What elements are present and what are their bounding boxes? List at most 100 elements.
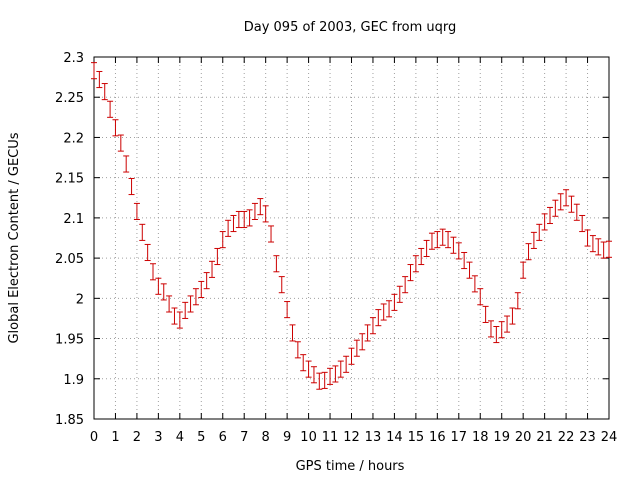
data-point bbox=[375, 309, 382, 327]
y-tick-label: 2.3 bbox=[63, 51, 84, 66]
data-point bbox=[123, 155, 130, 173]
data-point bbox=[536, 223, 543, 241]
data-points bbox=[91, 62, 612, 390]
y-tick-label: 1.85 bbox=[55, 413, 84, 428]
data-point bbox=[541, 213, 548, 231]
data-point bbox=[144, 243, 151, 262]
y-tick-label: 2.15 bbox=[55, 172, 84, 187]
data-point bbox=[552, 199, 559, 217]
data-point bbox=[166, 295, 173, 313]
y-tick-label: 1.95 bbox=[55, 333, 84, 348]
x-tick-label: 21 bbox=[536, 430, 553, 445]
data-point bbox=[514, 292, 521, 310]
data-point bbox=[337, 360, 344, 378]
data-point bbox=[321, 371, 328, 389]
x-tick-label: 10 bbox=[300, 430, 317, 445]
data-point bbox=[487, 320, 494, 338]
x-tick-label: 19 bbox=[493, 430, 510, 445]
x-tick-label: 24 bbox=[601, 430, 618, 445]
data-point bbox=[91, 62, 97, 80]
data-point bbox=[369, 317, 376, 335]
data-point bbox=[107, 100, 114, 118]
data-point bbox=[359, 333, 366, 351]
x-tick-label: 23 bbox=[579, 430, 596, 445]
data-point bbox=[310, 366, 317, 384]
data-point bbox=[117, 134, 124, 152]
data-point bbox=[461, 251, 468, 270]
x-tick-label: 6 bbox=[219, 430, 227, 445]
data-point bbox=[606, 240, 612, 258]
y-tick-label: 2.25 bbox=[55, 91, 84, 106]
data-point bbox=[305, 360, 312, 378]
data-point bbox=[155, 277, 162, 295]
data-point bbox=[364, 324, 371, 342]
data-point bbox=[198, 280, 205, 299]
data-point bbox=[407, 264, 414, 282]
data-point bbox=[455, 242, 462, 260]
data-point bbox=[316, 372, 323, 390]
data-point bbox=[391, 293, 398, 311]
data-point bbox=[589, 235, 596, 253]
data-point bbox=[509, 307, 516, 325]
x-tick-label: 12 bbox=[343, 430, 360, 445]
data-point bbox=[546, 206, 553, 225]
data-point bbox=[434, 231, 441, 249]
data-point bbox=[284, 301, 291, 319]
data-point bbox=[278, 276, 285, 294]
data-point bbox=[160, 283, 167, 301]
data-point bbox=[445, 231, 452, 249]
data-point bbox=[563, 189, 570, 207]
data-point bbox=[423, 239, 430, 258]
x-tick-label: 4 bbox=[176, 430, 184, 445]
x-tick-label: 11 bbox=[322, 430, 339, 445]
data-point bbox=[219, 231, 226, 249]
data-point bbox=[192, 288, 199, 306]
y-tick-label: 2.1 bbox=[63, 212, 84, 227]
data-point bbox=[257, 198, 264, 216]
data-point bbox=[182, 301, 189, 319]
x-tick-label: 20 bbox=[515, 430, 532, 445]
axes: 0 1 2 3 4 5 6 7 8 9 10 11 12 13 14 15 16 17 18 19 20 21 22 23 24… bbox=[55, 51, 617, 445]
data-point bbox=[439, 228, 446, 246]
data-point bbox=[520, 261, 527, 279]
y-tick-label: 2.05 bbox=[55, 252, 84, 267]
x-tick-label: 16 bbox=[429, 430, 446, 445]
data-point bbox=[353, 339, 360, 357]
data-point bbox=[230, 214, 237, 233]
data-point bbox=[289, 324, 296, 342]
data-point bbox=[294, 341, 301, 359]
data-point bbox=[428, 232, 435, 250]
data-point bbox=[450, 236, 457, 254]
grid bbox=[94, 57, 609, 419]
data-point bbox=[268, 225, 275, 243]
data-point bbox=[402, 276, 409, 294]
data-point bbox=[251, 202, 258, 220]
data-point bbox=[573, 203, 580, 221]
data-point bbox=[482, 305, 489, 323]
data-point bbox=[498, 321, 505, 339]
x-tick-label: 15 bbox=[408, 430, 425, 445]
data-point bbox=[466, 261, 473, 279]
x-tick-label: 0 bbox=[90, 430, 98, 445]
data-point bbox=[133, 202, 140, 220]
data-point bbox=[471, 275, 478, 293]
data-point bbox=[504, 315, 511, 333]
data-point bbox=[300, 354, 307, 372]
data-point bbox=[241, 210, 248, 229]
data-point bbox=[112, 119, 119, 137]
x-tick-label: 17 bbox=[451, 430, 468, 445]
data-point bbox=[139, 223, 146, 241]
data-point bbox=[187, 295, 194, 313]
chart-title: Day 095 of 2003, GEC from uqrg bbox=[244, 20, 457, 35]
x-axis-label: GPS time / hours bbox=[296, 459, 405, 474]
y-tick-label: 1.9 bbox=[63, 373, 84, 388]
x-tick-label: 9 bbox=[283, 430, 291, 445]
data-point bbox=[225, 219, 232, 237]
data-point bbox=[348, 347, 355, 365]
y-tick-label: 2.2 bbox=[63, 131, 84, 146]
data-point bbox=[101, 83, 108, 101]
data-point bbox=[96, 70, 103, 89]
x-tick-label: 3 bbox=[154, 430, 162, 445]
data-point bbox=[600, 241, 607, 259]
